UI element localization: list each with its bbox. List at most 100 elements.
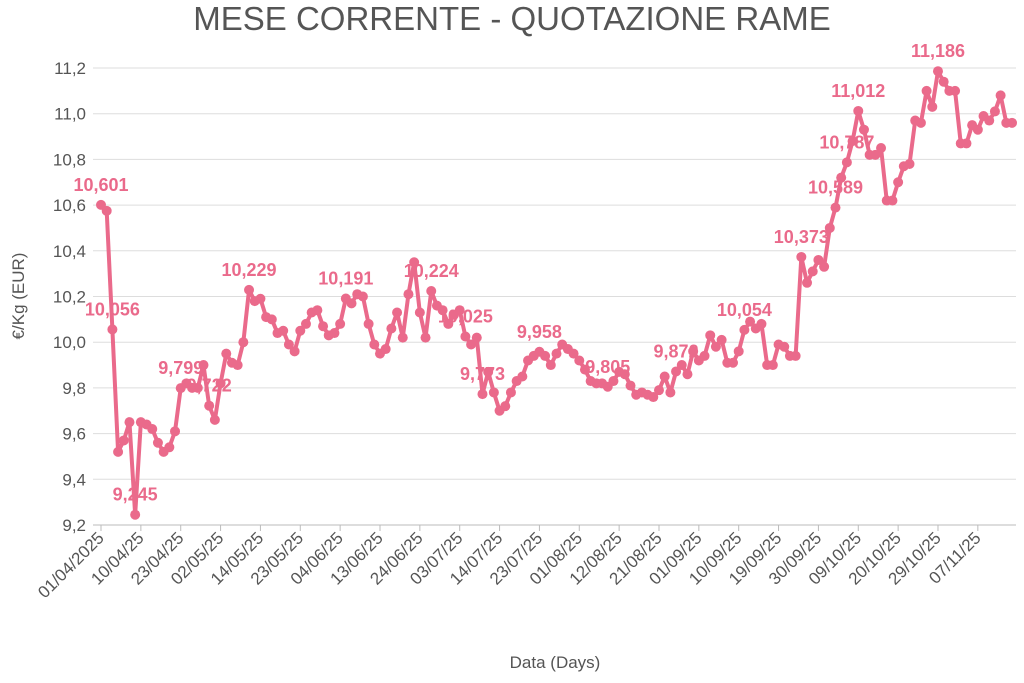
data-point	[471, 332, 482, 343]
data-point	[113, 446, 124, 457]
data-point	[454, 305, 465, 316]
data-point	[329, 328, 340, 339]
data-point	[921, 85, 932, 96]
data-point	[363, 318, 374, 329]
data-point	[477, 389, 488, 400]
data-point	[927, 101, 938, 112]
data-point	[767, 360, 778, 371]
data-label: 9,722	[187, 376, 232, 396]
data-point	[858, 124, 869, 135]
y-tick-label: 9,8	[62, 379, 86, 398]
data-point	[847, 136, 858, 147]
data-point	[819, 261, 830, 272]
data-point	[813, 254, 824, 265]
data-point	[676, 360, 687, 371]
data-label: 9,872	[654, 341, 699, 361]
data-point	[665, 387, 676, 398]
data-point	[517, 371, 528, 382]
data-point	[688, 346, 699, 357]
data-point	[699, 350, 710, 361]
data-point	[130, 509, 141, 520]
data-point	[716, 334, 727, 345]
data-point	[739, 324, 750, 335]
data-point	[961, 138, 972, 149]
data-point	[107, 324, 118, 335]
data-point	[984, 115, 995, 126]
y-tick-label: 10,0	[53, 333, 86, 352]
data-point	[824, 222, 835, 233]
data-point	[659, 371, 670, 382]
y-tick-label: 10,6	[53, 196, 86, 215]
data-point	[870, 149, 881, 160]
data-point	[853, 105, 864, 116]
data-point	[278, 325, 289, 336]
data-point	[392, 307, 403, 318]
data-point	[745, 316, 756, 327]
data-label: 9,958	[517, 322, 562, 342]
data-point	[318, 321, 329, 332]
data-point	[466, 339, 477, 350]
data-point	[295, 325, 306, 336]
data-label: 10,229	[222, 260, 277, 280]
data-point	[904, 158, 915, 169]
data-point	[414, 307, 425, 318]
data-label: 11,012	[831, 81, 885, 101]
data-label: 11,186	[911, 41, 965, 61]
y-tick-label: 10,4	[53, 242, 86, 261]
data-point	[386, 323, 397, 334]
data-point	[266, 314, 277, 325]
data-point	[551, 348, 562, 359]
data-point	[836, 172, 847, 183]
data-label: 9,805	[585, 357, 630, 377]
data-point	[995, 90, 1006, 101]
data-point	[124, 417, 135, 428]
data-point	[619, 369, 630, 380]
data-label: 10,601	[73, 175, 128, 195]
data-point	[409, 257, 420, 268]
data-point	[830, 202, 841, 213]
chart-title: MESE CORRENTE - QUOTAZIONE RAME	[193, 0, 830, 37]
data-point	[209, 414, 220, 425]
data-label: 9,773	[460, 364, 505, 384]
y-tick-label: 9,2	[62, 516, 86, 535]
data-point	[756, 318, 767, 329]
data-point	[505, 387, 516, 398]
data-point	[244, 284, 255, 295]
data-point	[710, 341, 721, 352]
data-point	[568, 348, 579, 359]
data-point	[403, 289, 414, 300]
data-point	[500, 401, 511, 412]
data-point	[915, 117, 926, 128]
data-label: 10,054	[717, 300, 772, 320]
data-point	[147, 424, 158, 435]
data-point	[608, 376, 619, 387]
y-tick-label: 11,2	[54, 59, 86, 78]
data-point	[312, 305, 323, 316]
data-point	[170, 426, 181, 437]
data-point	[876, 142, 887, 153]
data-point	[796, 251, 807, 262]
data-label: 9,799	[158, 358, 203, 378]
data-point	[238, 337, 249, 348]
data-point	[1007, 117, 1017, 128]
y-tick-label: 10,8	[53, 150, 86, 169]
data-point	[653, 385, 664, 396]
data-point	[841, 157, 852, 168]
data-point	[545, 360, 556, 371]
data-point	[625, 380, 636, 391]
data-point	[232, 360, 243, 371]
data-label: 10,224	[404, 261, 459, 281]
x-axis-title: Data (Days)	[510, 653, 601, 672]
y-tick-label: 9,6	[62, 425, 86, 444]
data-point	[164, 442, 175, 453]
data-label: 10,025	[438, 306, 493, 326]
data-point	[426, 286, 437, 297]
data-point	[152, 437, 163, 448]
data-point	[397, 332, 408, 343]
data-label: 9,245	[113, 485, 158, 505]
data-point	[215, 378, 226, 389]
data-point	[950, 85, 961, 96]
data-point	[357, 291, 368, 302]
data-point	[483, 366, 494, 377]
data-point	[437, 305, 448, 316]
